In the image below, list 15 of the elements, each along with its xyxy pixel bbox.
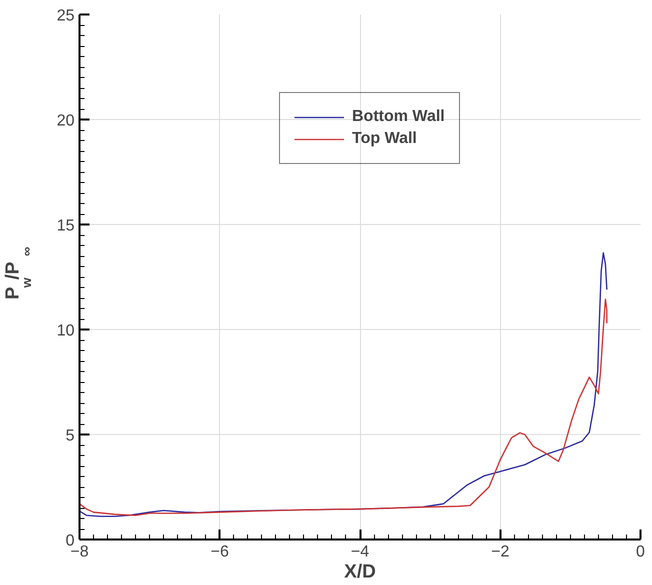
- x-tick-label: −6: [210, 544, 229, 560]
- x-tick-label: 0: [636, 544, 646, 560]
- line-series: [80, 298, 608, 516]
- legend-label: Bottom Wall: [352, 108, 445, 126]
- y-tick-label: 10: [56, 322, 75, 340]
- y-tick-label: 0: [66, 532, 75, 550]
- x-tick-label: −4: [350, 544, 370, 560]
- y-tick-label: 15: [56, 218, 75, 234]
- x-axis-title: X/D: [344, 562, 376, 582]
- y-tick-label: 25: [56, 8, 75, 24]
- y-axis-title: Pw/P∞: [2, 246, 34, 300]
- x-tick-label: −2: [491, 544, 510, 560]
- y-tick-label: 5: [66, 428, 75, 444]
- legend-label: Top Wall: [352, 130, 417, 148]
- y-tick-label: 20: [56, 112, 75, 130]
